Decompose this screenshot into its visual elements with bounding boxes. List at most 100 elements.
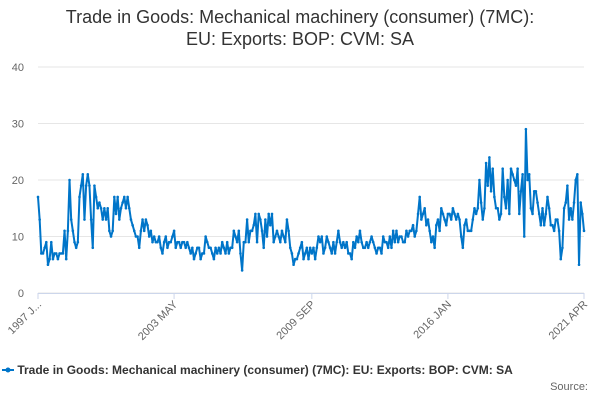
data-point[interactable]: [571, 218, 574, 221]
data-point[interactable]: [214, 246, 217, 250]
data-point[interactable]: [129, 218, 133, 221]
data-point[interactable]: [378, 246, 382, 250]
data-point[interactable]: [260, 229, 264, 233]
data-point[interactable]: [287, 229, 290, 233]
data-point[interactable]: [474, 212, 478, 216]
data-point[interactable]: [355, 235, 358, 238]
data-point[interactable]: [267, 212, 270, 216]
data-point[interactable]: [439, 206, 443, 210]
data-point[interactable]: [104, 218, 108, 221]
data-point[interactable]: [567, 218, 571, 221]
data-point[interactable]: [350, 257, 353, 261]
data-point[interactable]: [254, 212, 257, 216]
data-point[interactable]: [272, 240, 275, 244]
data-point[interactable]: [265, 235, 269, 238]
data-point[interactable]: [431, 235, 435, 238]
data-point[interactable]: [325, 235, 329, 238]
data-point[interactable]: [454, 218, 458, 221]
data-point[interactable]: [508, 212, 511, 216]
data-point[interactable]: [83, 218, 86, 221]
data-point[interactable]: [483, 206, 486, 210]
data-point[interactable]: [68, 178, 71, 182]
data-point[interactable]: [225, 240, 229, 244]
data-point[interactable]: [215, 252, 219, 255]
data-point[interactable]: [277, 235, 280, 238]
data-point[interactable]: [566, 184, 569, 187]
data-point[interactable]: [232, 229, 236, 233]
data-point[interactable]: [61, 252, 65, 255]
data-point[interactable]: [308, 246, 312, 250]
data-point[interactable]: [312, 246, 315, 250]
data-point[interactable]: [413, 235, 417, 238]
data-point[interactable]: [66, 229, 70, 233]
data-point[interactable]: [544, 212, 548, 216]
data-point[interactable]: [576, 173, 579, 176]
data-point[interactable]: [333, 252, 337, 255]
data-point[interactable]: [64, 257, 68, 261]
data-point[interactable]: [418, 195, 422, 199]
data-point[interactable]: [509, 167, 513, 170]
data-point[interactable]: [456, 212, 460, 216]
data-point[interactable]: [561, 246, 564, 250]
data-point[interactable]: [448, 212, 451, 216]
data-point[interactable]: [297, 252, 300, 255]
data-point[interactable]: [156, 240, 159, 244]
data-point[interactable]: [191, 246, 194, 250]
data-point[interactable]: [235, 240, 239, 244]
data-point[interactable]: [406, 235, 410, 238]
data-point[interactable]: [451, 206, 455, 210]
data-point[interactable]: [98, 201, 101, 204]
data-point[interactable]: [237, 229, 241, 233]
data-point[interactable]: [353, 246, 357, 250]
data-point[interactable]: [141, 218, 144, 221]
data-point[interactable]: [69, 218, 73, 221]
data-point[interactable]: [184, 246, 187, 250]
data-point[interactable]: [149, 229, 153, 233]
data-point[interactable]: [381, 235, 385, 238]
data-point[interactable]: [290, 252, 294, 255]
data-point[interactable]: [234, 235, 237, 238]
data-point[interactable]: [420, 218, 423, 221]
data-point[interactable]: [425, 223, 428, 227]
data-point[interactable]: [280, 229, 284, 233]
data-point[interactable]: [240, 269, 244, 272]
data-point[interactable]: [103, 206, 106, 210]
data-point[interactable]: [415, 229, 418, 233]
data-point[interactable]: [405, 229, 408, 233]
data-point[interactable]: [461, 246, 465, 250]
data-point[interactable]: [322, 252, 325, 255]
data-point[interactable]: [76, 240, 80, 244]
data-point[interactable]: [559, 257, 563, 261]
data-point[interactable]: [192, 257, 196, 261]
data-point[interactable]: [313, 257, 317, 261]
data-point[interactable]: [521, 173, 524, 176]
data-point[interactable]: [556, 218, 559, 221]
data-point[interactable]: [217, 246, 221, 250]
data-point[interactable]: [121, 201, 124, 204]
data-point[interactable]: [489, 190, 493, 193]
data-point[interactable]: [546, 195, 549, 199]
data-point[interactable]: [396, 240, 400, 244]
data-point[interactable]: [395, 229, 398, 233]
data-point[interactable]: [124, 206, 128, 210]
data-point[interactable]: [551, 223, 554, 227]
data-point[interactable]: [164, 235, 168, 238]
data-point[interactable]: [488, 156, 491, 159]
data-point[interactable]: [511, 173, 514, 176]
data-point[interactable]: [522, 235, 526, 238]
data-point[interactable]: [527, 173, 531, 176]
data-point[interactable]: [41, 252, 45, 255]
data-point[interactable]: [300, 240, 304, 244]
data-point[interactable]: [279, 240, 282, 244]
data-point[interactable]: [131, 223, 134, 227]
data-point[interactable]: [426, 218, 430, 221]
data-point[interactable]: [204, 235, 207, 238]
data-point[interactable]: [172, 229, 176, 233]
data-point[interactable]: [56, 257, 60, 261]
data-point[interactable]: [478, 178, 481, 182]
data-point[interactable]: [219, 252, 222, 255]
data-point[interactable]: [166, 246, 169, 250]
data-point[interactable]: [443, 218, 446, 221]
data-point[interactable]: [386, 246, 390, 250]
data-point[interactable]: [259, 218, 262, 221]
